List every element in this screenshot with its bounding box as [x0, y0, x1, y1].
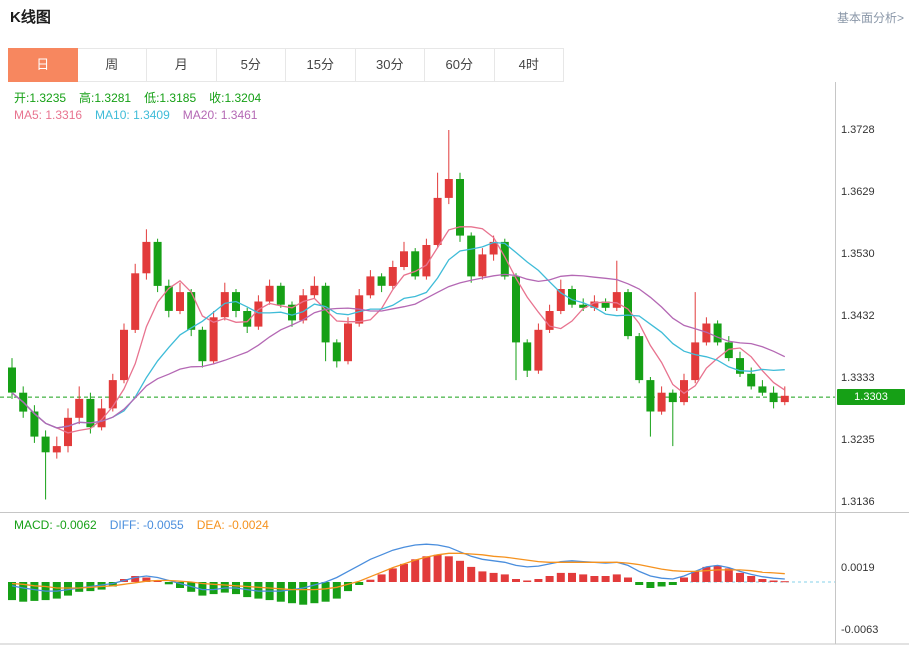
- dea-line: [11, 552, 785, 591]
- ma10-line: [11, 241, 785, 429]
- candle-bodies: [8, 179, 789, 453]
- diff-line: [11, 543, 785, 592]
- panel-borders: [0, 82, 909, 645]
- macd-legend-dea: DEA: -0.0024: [196, 518, 269, 532]
- macd-legend-macd: MACD: -0.0062: [14, 518, 97, 532]
- period-tab-week[interactable]: 周: [77, 48, 147, 82]
- price-tick: 1.3432: [841, 310, 875, 322]
- ma-legend-ma5: MA5: 1.3316: [14, 108, 83, 122]
- period-tabs: 日周月 5分 15分 30分 60分 4时: [8, 48, 564, 82]
- macd-tick: -0.0063: [841, 623, 879, 636]
- period-tab-60min[interactable]: 60分: [425, 48, 495, 82]
- period-tab-month[interactable]: 月: [147, 48, 217, 82]
- period-tab-4hour[interactable]: 4时: [494, 48, 564, 82]
- ohlc-open: 开:1.3235: [14, 91, 67, 105]
- ma20-line: [11, 273, 786, 429]
- ohlc-info-row: 开:1.3235 高:1.3281 低:1.3185 收:1.3204: [14, 89, 261, 106]
- ma-info-row: MA5: 1.3316 MA10: 1.3409 MA20: 1.3461: [14, 108, 257, 122]
- page-title: K线图: [10, 9, 51, 26]
- period-tab-30min[interactable]: 30分: [355, 48, 425, 82]
- macd-info-row: MACD: -0.0062 DIFF: -0.0055 DEA: -0.0024: [14, 518, 269, 532]
- ma-legend-ma20: MA20: 1.3461: [182, 108, 258, 122]
- price-tick: 1.3136: [841, 496, 875, 508]
- price-tick: 1.3728: [841, 124, 875, 136]
- fundamental-analysis-link[interactable]: 基本面分析>: [836, 11, 904, 25]
- ohlc-low: 低:1.3185: [144, 91, 197, 105]
- period-tab-15min[interactable]: 15分: [286, 48, 356, 82]
- ma5-line: [11, 226, 786, 434]
- price-tick: 1.3333: [841, 372, 875, 385]
- ma-legend-ma10: MA10: 1.3409: [95, 108, 170, 122]
- macd-legend-diff: DIFF: -0.0055: [109, 518, 184, 532]
- period-tab-day[interactable]: 日: [8, 48, 78, 82]
- ohlc-high: 高:1.3281: [79, 91, 132, 105]
- period-tab-5min[interactable]: 5分: [216, 48, 286, 82]
- price-tick: 1.3629: [841, 186, 875, 199]
- price-tick: 1.3530: [841, 248, 875, 261]
- price-tick: 1.3235: [841, 433, 875, 446]
- ohlc-close: 收:1.3204: [209, 91, 262, 105]
- macd-tick: 0.0019: [841, 561, 875, 574]
- current-price-badge: 1.3303: [837, 389, 905, 406]
